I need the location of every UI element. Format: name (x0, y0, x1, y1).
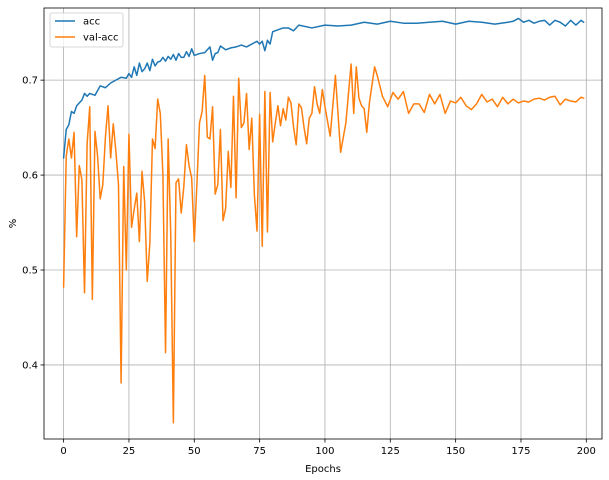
legend: acc val-acc (49, 12, 124, 48)
x-tick-label: 50 (188, 446, 201, 457)
plot-frame (43, 7, 603, 440)
y-axis-ticks: 0.4 0.5 0.6 0.7 (22, 76, 44, 371)
x-tick-label: 175 (511, 446, 530, 457)
y-axis-label: % (8, 219, 19, 229)
x-tick-label: 150 (446, 446, 465, 457)
y-tick-label: 0.5 (22, 266, 38, 277)
x-axis-label: Epochs (305, 464, 341, 475)
x-tick-label: 25 (123, 446, 136, 457)
x-tick-label: 0 (60, 446, 66, 457)
x-axis-ticks: 0 25 50 75 100 125 150 175 200 (60, 439, 596, 457)
series-layer (62, 17, 585, 424)
series-line-acc (62, 17, 585, 159)
series-line-val-acc (62, 63, 585, 424)
x-tick-label: 75 (253, 446, 266, 457)
y-tick-label: 0.4 (22, 360, 38, 371)
legend-label-acc: acc (83, 17, 100, 28)
legend-label-val-acc: val-acc (83, 33, 119, 44)
x-tick-label: 200 (577, 446, 596, 457)
y-tick-label: 0.6 (22, 171, 38, 182)
x-tick-label: 125 (381, 446, 400, 457)
x-tick-label: 100 (315, 446, 334, 457)
y-tick-label: 0.7 (22, 76, 38, 87)
